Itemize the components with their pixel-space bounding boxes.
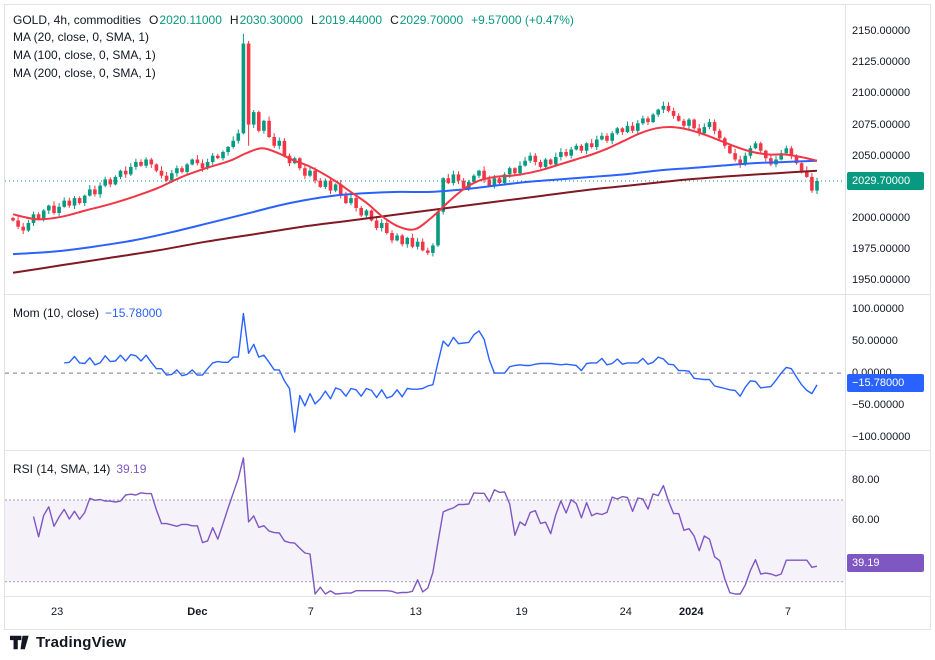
momentum-legend-label: Mom (10, close)	[13, 306, 100, 320]
time-tick-label: 24	[619, 606, 632, 618]
tradingview-logo-text[interactable]: TradingView	[36, 634, 127, 651]
rsi-legend-label: RSI (14, SMA, 14)	[13, 462, 111, 476]
price-axis[interactable]: 2150.00000 2125.00000 2100.00000 2075.00000…	[845, 5, 930, 629]
pane-divider-mom-rsi[interactable]	[5, 450, 930, 451]
pane-divider-rsi-time	[5, 596, 930, 597]
footer: TradingView	[10, 634, 126, 651]
axis-tick-label: 2150.00000	[852, 25, 911, 38]
ohlc-high: H 2030.30000	[229, 13, 303, 27]
axis-tick-label: 100.00000	[852, 303, 904, 316]
symbol-title[interactable]: GOLD, 4h, commodities	[13, 13, 142, 27]
time-tick-label: 7	[307, 606, 314, 618]
axis-tick-label: 2000.00000	[852, 212, 911, 224]
axis-tick-label: 80.00	[852, 473, 880, 486]
time-axis[interactable]: 23 Dec 7 13 19 24 2024 7	[5, 597, 845, 629]
axis-tick-label: 2100.00000	[852, 87, 911, 100]
time-tick-label: 23	[50, 606, 64, 618]
momentum-legend[interactable]: Mom (10, close) −15.78000	[13, 305, 162, 321]
symbol-legend-row[interactable]: GOLD, 4h, commodities O 2020.11000 H 2030.…	[13, 12, 574, 28]
price-change: +9.57000 (+0.47%)	[471, 13, 574, 27]
rsi-legend[interactable]: RSI (14, SMA, 14) 39.19	[13, 461, 146, 477]
rsi-value-badge: 39.19	[847, 553, 924, 572]
momentum-legend-value: −15.78000	[105, 306, 163, 320]
chart-canvas[interactable]	[5, 5, 930, 629]
rsi-legend-value: 39.19	[116, 462, 147, 476]
ohlc-close: C 2029.70000	[390, 13, 464, 27]
axis-tick-label: 1950.00000	[852, 274, 911, 287]
time-tick-label: 2024	[679, 606, 704, 618]
pane-divider-main-mom[interactable]	[5, 294, 930, 295]
time-tick-label: 13	[409, 606, 422, 618]
time-tick-label: 7	[784, 606, 791, 618]
time-tick-label: Dec	[187, 606, 208, 618]
axis-tick-label: −100.00000	[852, 431, 911, 444]
ma20-legend[interactable]: MA (20, close, 0, SMA, 1)	[13, 30, 150, 44]
ma100-legend[interactable]: MA (100, close, 0, SMA, 1)	[13, 48, 156, 62]
tradingview-logo-icon[interactable]	[10, 634, 29, 651]
axis-tick-label: 50.00000	[852, 335, 898, 348]
axis-tick-label: 2050.00000	[852, 149, 911, 162]
momentum-value-badge: −15.78000	[847, 374, 924, 393]
ohlc-low: L 2019.44000	[310, 13, 383, 27]
axis-tick-label: 60.00	[852, 514, 880, 527]
ohlc-open: O 2020.11000	[149, 13, 222, 27]
time-tick-label: 19	[515, 606, 528, 618]
main-legend: GOLD, 4h, commodities O 2020.11000 H 2030.…	[13, 12, 574, 82]
axis-tick-label: −50.00000	[852, 399, 905, 412]
chart-area: GOLD, 4h, commodities O 2020.11000 H 2030.…	[4, 4, 931, 630]
axis-tick-label: 2075.00000	[852, 118, 911, 131]
ma200-legend[interactable]: MA (200, close, 0, SMA, 1)	[13, 66, 156, 80]
last-price-badge: 2029.70000	[847, 172, 924, 190]
axis-tick-label: 1975.00000	[852, 243, 911, 256]
axis-tick-label: 2125.00000	[852, 56, 911, 69]
